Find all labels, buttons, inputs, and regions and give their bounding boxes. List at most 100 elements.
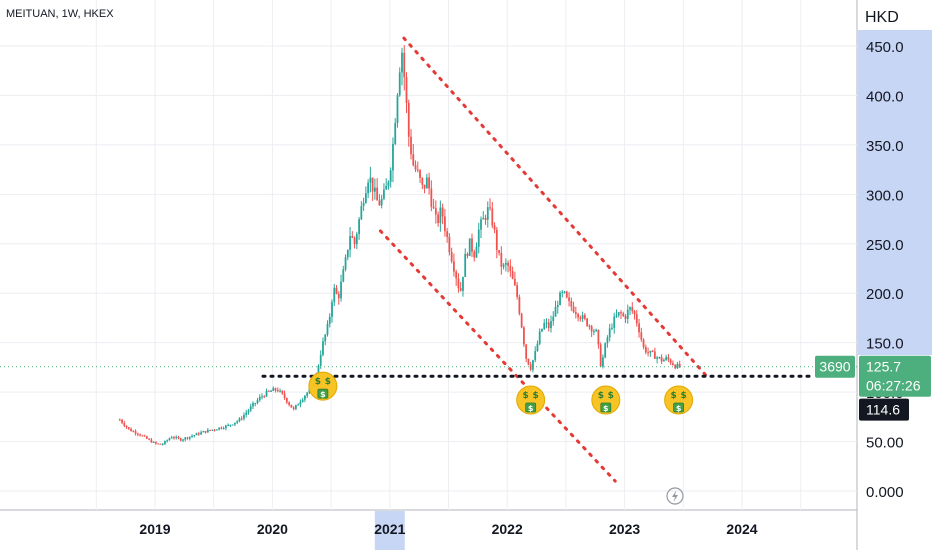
candle-body [568,297,570,302]
candle-body [633,311,636,315]
candle-body [132,431,135,433]
candle-body [294,405,297,409]
candle-body [281,390,284,394]
candle-body [290,404,293,408]
candle-body [434,208,437,215]
candle-body [387,181,390,186]
candle-body [186,437,189,439]
price-tick-label: 300.0 [866,187,904,204]
candle-body [642,339,645,348]
candle-body [337,293,340,299]
candle-body [130,428,132,432]
candle-body [335,287,338,294]
candle-body [423,184,426,189]
candle-body [477,229,480,247]
candle-body [545,322,548,324]
candle-body [559,292,561,306]
candle-body [362,202,365,207]
candle-body [660,357,663,362]
candle-body [656,357,659,359]
svg-text:$: $ [325,377,331,387]
candle-body [674,364,677,369]
candle-body [272,388,275,391]
candle-body [123,422,126,426]
svg-text:$: $ [523,391,529,401]
candle-body [437,214,440,224]
candle-body [516,285,519,297]
candle-body [504,262,507,265]
candle-body [159,443,162,445]
candle-body [448,237,451,253]
candle-body [299,401,302,405]
candle-body [486,207,489,220]
candle-body [425,177,428,189]
candle-body [236,421,239,423]
price-tick-label: 350.0 [866,138,904,155]
candle-body [398,72,401,96]
candle-body [511,271,514,279]
candle-body [394,122,397,145]
candle-body [561,292,564,294]
candle-body [482,217,485,220]
candle-body [301,399,304,402]
price-tick-label: 450.0 [866,39,904,56]
time-tick-label: 2022 [492,521,523,537]
flash-icon[interactable] [666,487,684,505]
candle-body [170,437,173,439]
candle-body [495,229,498,251]
candle-body [676,363,679,369]
candle-body [577,314,579,318]
candle-body [640,332,643,340]
candle-body [215,429,218,431]
candle-body [150,439,153,443]
candle-body [231,424,234,426]
candle-body [443,216,446,232]
emoji-markers: $ $$ $ $$$ $$$ $$ [308,371,694,415]
candle-body [626,309,629,319]
candle-body [258,396,261,401]
candle-body [457,278,460,289]
svg-text:$: $ [533,391,539,401]
candle-body [507,262,510,266]
candle-body [193,435,196,437]
low-price-value: 114.6 [866,402,900,418]
price-axis-highlight [858,30,932,355]
candle-body [581,315,584,319]
candle-body [595,329,598,332]
candle-body [139,434,141,436]
candle-body [653,351,656,359]
candle-body [611,327,613,329]
candle-body [324,334,327,342]
candle-body [439,207,442,224]
svg-text:$: $ [670,391,676,401]
candle-body [256,400,259,403]
candle-body [234,422,236,425]
svg-text:$: $ [603,404,609,413]
candle-body [328,316,331,324]
candle-body [279,390,281,392]
candle-body [590,326,593,332]
candle-body [459,288,462,291]
candle-body [592,331,595,333]
candle-body [222,428,225,430]
low-price-tag: 114.6 [859,398,909,421]
candle-body [631,307,634,312]
candle-body [635,314,638,324]
candle-body [297,404,300,406]
candle-body [209,429,211,431]
time-axis[interactable]: 2019 2020 2021 2022 2023 2024 [139,521,757,537]
candle-body [432,206,435,209]
trendline[interactable] [402,36,709,378]
money-mouth-face-icon: $ $ $ [591,385,621,415]
candle-body [288,402,291,405]
candle-body [125,425,128,428]
candle-body [638,323,640,333]
candle-body [182,439,184,441]
candle-body [602,357,604,367]
candle-body [360,206,363,220]
candle-body [385,185,388,190]
candle-body [240,418,243,420]
price-tick-label: 150.0 [866,336,904,353]
trendline[interactable] [378,229,617,483]
